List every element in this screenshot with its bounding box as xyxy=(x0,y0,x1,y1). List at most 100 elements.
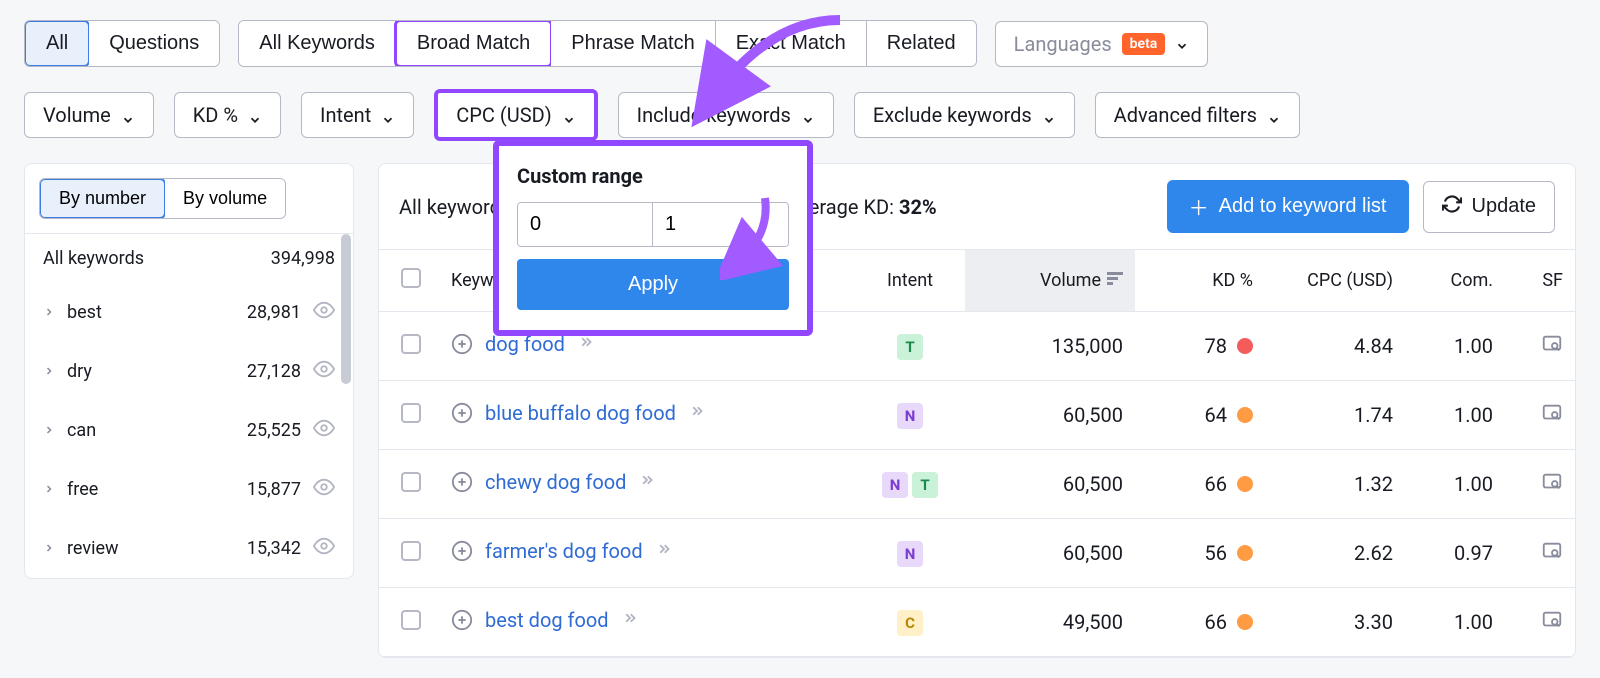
cell-cpc: 1.32 xyxy=(1265,450,1405,519)
tab-all-keywords[interactable]: All Keywords xyxy=(239,21,396,66)
table-row: chewy dog foodNT60,500661.321.00 xyxy=(379,450,1575,519)
cpc-custom-range-popup: Custom range Apply xyxy=(493,140,813,336)
sidebar-item-count: 15,877 xyxy=(247,479,301,500)
expand-icon[interactable] xyxy=(451,333,473,355)
sort-icon xyxy=(1107,270,1123,291)
sidebar-item-best[interactable]: best 28,981 xyxy=(25,283,353,342)
filters-row: Volume KD % Intent CPC (USD) Include keyword… xyxy=(24,89,1576,141)
chevron-right-icon xyxy=(43,302,55,323)
kd-dot-icon xyxy=(1237,407,1253,423)
tab-phrase-match[interactable]: Phrase Match xyxy=(551,21,715,66)
col-kd-[interactable]: KD % xyxy=(1135,250,1265,312)
range-from-input[interactable] xyxy=(518,203,653,246)
filter-include-keywords[interactable]: Include keywords xyxy=(618,92,834,138)
expand-icon[interactable] xyxy=(451,609,473,631)
row-checkbox[interactable] xyxy=(401,403,421,423)
serp-icon[interactable] xyxy=(1541,540,1563,562)
filter-advanced-filters[interactable]: Advanced filters xyxy=(1095,92,1300,138)
cell-kd: 64 xyxy=(1205,403,1253,427)
cell-cpc: 3.30 xyxy=(1265,588,1405,657)
col-volume[interactable]: Volume xyxy=(965,250,1135,312)
sidebar-item-dry[interactable]: dry27,128 xyxy=(25,342,353,401)
filter-kd-[interactable]: KD % xyxy=(174,92,281,138)
serp-icon[interactable] xyxy=(1541,333,1563,355)
keyword-link[interactable]: best dog food xyxy=(485,608,609,632)
scrollbar-thumb[interactable] xyxy=(341,234,351,384)
filter-exclude-keywords[interactable]: Exclude keywords xyxy=(854,92,1075,138)
sidebar-item-count: 28,981 xyxy=(247,302,301,323)
sidebar-items: best28,981dry27,128can25,525free15,877re… xyxy=(25,283,353,578)
eye-icon[interactable] xyxy=(313,476,335,503)
chevrons-right-icon xyxy=(688,401,706,425)
filter-cpc-usd-[interactable]: CPC (USD) xyxy=(434,89,597,141)
cell-volume: 135,000 xyxy=(965,312,1135,381)
row-checkbox[interactable] xyxy=(401,472,421,492)
sidebar-item-label: review xyxy=(67,538,119,559)
sidebar-item-label: dry xyxy=(67,361,92,382)
add-to-keyword-list-button[interactable]: ＋ Add to keyword list xyxy=(1167,180,1409,233)
chevron-right-icon xyxy=(43,420,55,441)
cell-volume: 49,500 xyxy=(965,588,1135,657)
row-checkbox[interactable] xyxy=(401,334,421,354)
expand-icon[interactable] xyxy=(451,402,473,424)
tab-related[interactable]: Related xyxy=(867,21,976,66)
custom-range-title: Custom range xyxy=(517,164,789,188)
chevron-right-icon xyxy=(43,538,55,559)
sidebar-item-free[interactable]: free15,877 xyxy=(25,460,353,519)
plus-icon: ＋ xyxy=(1189,192,1209,221)
intent-badge-c: C xyxy=(897,610,923,636)
row-checkbox[interactable] xyxy=(401,610,421,630)
eye-icon[interactable] xyxy=(313,299,335,326)
tab-questions[interactable]: Questions xyxy=(89,21,219,66)
sidebar-header: All keywords 394,998 xyxy=(25,233,353,283)
tab-group: All KeywordsBroad MatchPhrase MatchExact… xyxy=(238,20,976,67)
col-com-[interactable]: Com. xyxy=(1405,250,1505,312)
keyword-link[interactable]: farmer's dog food xyxy=(485,539,643,563)
update-button[interactable]: Update xyxy=(1423,181,1556,233)
row-checkbox[interactable] xyxy=(401,541,421,561)
intent-badge-n: N xyxy=(897,403,923,429)
kd-dot-icon xyxy=(1237,545,1253,561)
chevron-down-icon xyxy=(1175,37,1189,51)
col-intent[interactable]: Intent xyxy=(855,250,965,312)
tab-exact-match[interactable]: Exact Match xyxy=(716,21,867,66)
sort-by-number[interactable]: By number xyxy=(39,178,166,219)
eye-icon[interactable] xyxy=(313,417,335,444)
expand-icon[interactable] xyxy=(451,540,473,562)
languages-dropdown[interactable]: Languagesbeta xyxy=(995,21,1209,67)
cell-com: 1.00 xyxy=(1405,381,1505,450)
expand-icon[interactable] xyxy=(451,471,473,493)
keyword-link[interactable]: blue buffalo dog food xyxy=(485,401,676,425)
cell-kd: 56 xyxy=(1205,541,1253,565)
col-sf[interactable]: SF xyxy=(1505,250,1575,312)
eye-icon[interactable] xyxy=(313,535,335,562)
tab-group: AllQuestions xyxy=(24,20,220,67)
tab-all[interactable]: All xyxy=(24,20,90,67)
serp-icon[interactable] xyxy=(1541,402,1563,424)
col-cpc-usd-[interactable]: CPC (USD) xyxy=(1265,250,1405,312)
chevron-down-icon xyxy=(1042,108,1056,122)
select-all-checkbox[interactable] xyxy=(401,268,421,288)
range-to-input[interactable] xyxy=(653,203,788,246)
eye-icon[interactable] xyxy=(313,358,335,385)
apply-button[interactable]: Apply xyxy=(517,259,789,310)
sidebar-item-can[interactable]: can25,525 xyxy=(25,401,353,460)
tab-broad-match[interactable]: Broad Match xyxy=(394,20,553,67)
table-row: best dog foodC49,500663.301.00 xyxy=(379,588,1575,657)
sidebar-item-label: best xyxy=(67,302,102,323)
sidebar-item-review[interactable]: review15,342 xyxy=(25,519,353,578)
filter-volume[interactable]: Volume xyxy=(24,92,154,138)
serp-icon[interactable] xyxy=(1541,471,1563,493)
cell-com: 0.97 xyxy=(1405,519,1505,588)
cell-kd: 66 xyxy=(1205,472,1253,496)
serp-icon[interactable] xyxy=(1541,609,1563,631)
panel-actions: ＋ Add to keyword list Update xyxy=(1167,180,1555,233)
table-body: dog foodT135,000784.841.00blue buffalo d… xyxy=(379,312,1575,657)
chevron-down-icon xyxy=(562,108,576,122)
sort-by-volume[interactable]: By volume xyxy=(165,179,285,218)
filter-intent[interactable]: Intent xyxy=(301,92,414,138)
chevron-right-icon xyxy=(43,479,55,500)
intent-badge-n: N xyxy=(882,472,908,498)
col-checkbox xyxy=(379,250,439,312)
keyword-link[interactable]: chewy dog food xyxy=(485,470,626,494)
